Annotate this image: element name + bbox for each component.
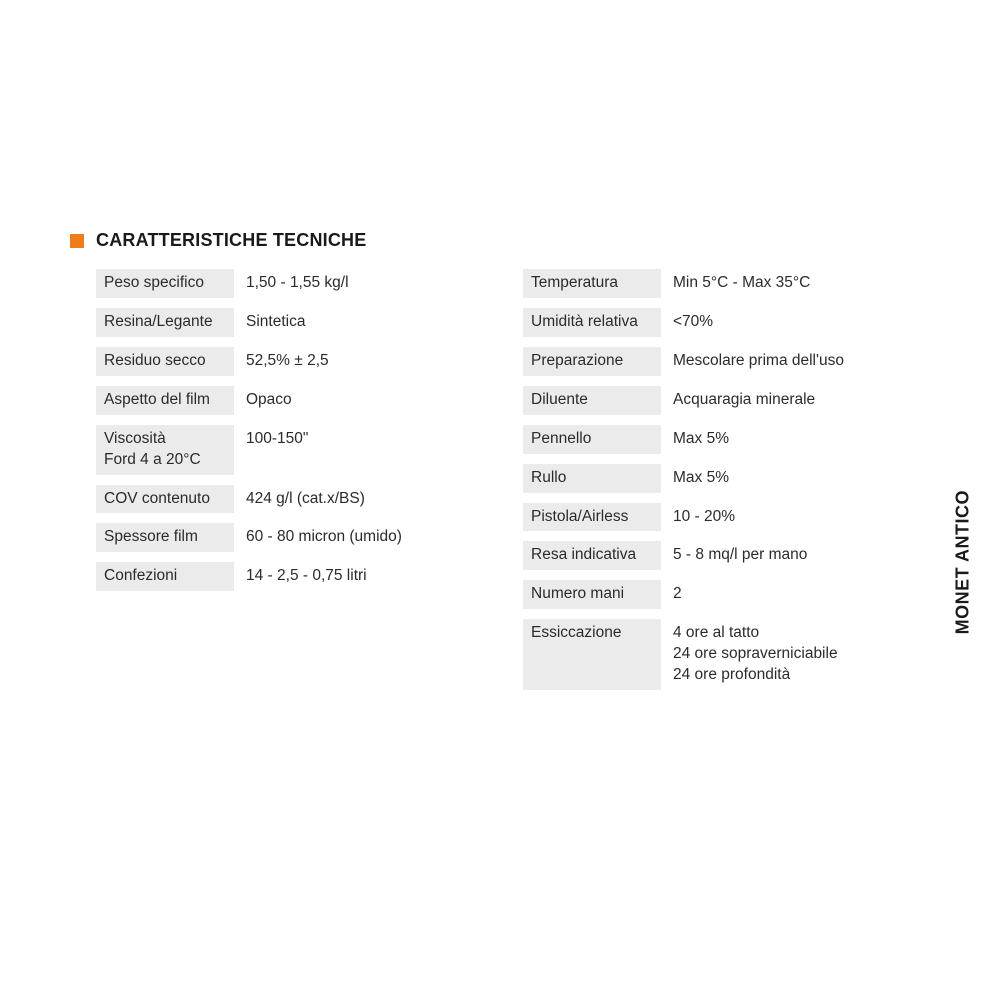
spec-value: 424 g/l (cat.x/BS): [234, 485, 493, 514]
spec-value: 5 - 8 mq/l per mano: [661, 541, 920, 570]
spec-value: 60 - 80 micron (umido): [234, 523, 493, 552]
spec-value: 1,50 - 1,55 kg/l: [234, 269, 493, 298]
spec-value: Min 5°C - Max 35°C: [661, 269, 920, 298]
spec-row: Pistola/Airless10 - 20%: [523, 503, 920, 532]
spec-value: 100-150": [234, 425, 493, 475]
spec-row: Aspetto del filmOpaco: [96, 386, 493, 415]
spec-label: Residuo secco: [96, 347, 234, 376]
spec-label: Essiccazione: [523, 619, 661, 690]
spec-label: Pistola/Airless: [523, 503, 661, 532]
spec-label: Resina/Legante: [96, 308, 234, 337]
spec-label: Aspetto del film: [96, 386, 234, 415]
product-name-vertical: MONET ANTICO: [952, 490, 973, 634]
spec-label: Rullo: [523, 464, 661, 493]
spec-label: Viscosità Ford 4 a 20°C: [96, 425, 234, 475]
spec-label: Peso specifico: [96, 269, 234, 298]
spec-value: Acquaragia minerale: [661, 386, 920, 415]
spec-sheet: CARATTERISTICHE TECNICHE Peso specifico1…: [70, 230, 920, 700]
spec-value: Max 5%: [661, 425, 920, 454]
spec-value: 52,5% ± 2,5: [234, 347, 493, 376]
spec-row: Spessore film60 - 80 micron (umido): [96, 523, 493, 552]
spec-label: Umidità relativa: [523, 308, 661, 337]
spec-row: Numero mani2: [523, 580, 920, 609]
spec-label: Temperatura: [523, 269, 661, 298]
spec-row: Confezioni14 - 2,5 - 0,75 litri: [96, 562, 493, 591]
spec-row: Essiccazione4 ore al tatto 24 ore soprav…: [523, 619, 920, 690]
spec-row: Residuo secco52,5% ± 2,5: [96, 347, 493, 376]
spec-row: TemperaturaMin 5°C - Max 35°C: [523, 269, 920, 298]
spec-value: 4 ore al tatto 24 ore sopraverniciabile …: [661, 619, 920, 690]
accent-square-icon: [70, 234, 84, 248]
spec-row: PennelloMax 5%: [523, 425, 920, 454]
spec-row: Viscosità Ford 4 a 20°C100-150": [96, 425, 493, 475]
spec-label: Spessore film: [96, 523, 234, 552]
spec-value: <70%: [661, 308, 920, 337]
spec-row: Peso specifico1,50 - 1,55 kg/l: [96, 269, 493, 298]
columns: Peso specifico1,50 - 1,55 kg/lResina/Leg…: [96, 269, 920, 700]
spec-row: PreparazioneMescolare prima dell'uso: [523, 347, 920, 376]
left-column: Peso specifico1,50 - 1,55 kg/lResina/Leg…: [96, 269, 493, 700]
spec-value: 10 - 20%: [661, 503, 920, 532]
spec-label: Preparazione: [523, 347, 661, 376]
right-column: TemperaturaMin 5°C - Max 35°CUmidità rel…: [523, 269, 920, 700]
spec-label: Diluente: [523, 386, 661, 415]
spec-label: Numero mani: [523, 580, 661, 609]
spec-label: Pennello: [523, 425, 661, 454]
spec-value: 2: [661, 580, 920, 609]
header-row: CARATTERISTICHE TECNICHE: [70, 230, 920, 251]
spec-row: Umidità relativa<70%: [523, 308, 920, 337]
spec-row: Resina/LeganteSintetica: [96, 308, 493, 337]
spec-row: RulloMax 5%: [523, 464, 920, 493]
spec-value: Mescolare prima dell'uso: [661, 347, 920, 376]
spec-label: COV contenuto: [96, 485, 234, 514]
spec-value: Sintetica: [234, 308, 493, 337]
spec-row: Resa indicativa5 - 8 mq/l per mano: [523, 541, 920, 570]
spec-value: Max 5%: [661, 464, 920, 493]
spec-value: Opaco: [234, 386, 493, 415]
spec-label: Resa indicativa: [523, 541, 661, 570]
spec-row: DiluenteAcquaragia minerale: [523, 386, 920, 415]
spec-row: COV contenuto424 g/l (cat.x/BS): [96, 485, 493, 514]
section-title: CARATTERISTICHE TECNICHE: [96, 230, 366, 251]
spec-value: 14 - 2,5 - 0,75 litri: [234, 562, 493, 591]
spec-label: Confezioni: [96, 562, 234, 591]
